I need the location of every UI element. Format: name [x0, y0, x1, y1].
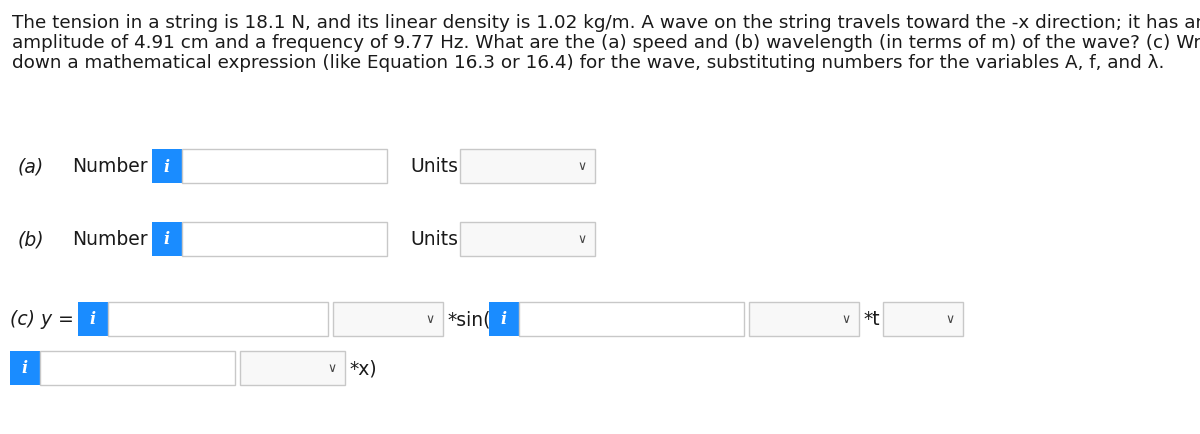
- Text: ∨: ∨: [841, 313, 851, 326]
- Text: The tension in a string is 18.1 N, and its linear density is 1.02 kg/m. A wave o: The tension in a string is 18.1 N, and i…: [12, 14, 1200, 32]
- FancyBboxPatch shape: [460, 223, 595, 256]
- FancyBboxPatch shape: [520, 302, 744, 336]
- Text: Number: Number: [72, 157, 148, 176]
- FancyBboxPatch shape: [152, 223, 182, 256]
- Text: down a mathematical expression (like Equation 16.3 or 16.4) for the wave, substi: down a mathematical expression (like Equ…: [12, 54, 1164, 72]
- FancyBboxPatch shape: [152, 150, 182, 184]
- FancyBboxPatch shape: [749, 302, 859, 336]
- Text: ∨: ∨: [577, 160, 587, 173]
- FancyBboxPatch shape: [182, 223, 386, 256]
- Text: i: i: [164, 231, 170, 248]
- Text: ∨: ∨: [328, 362, 336, 375]
- Text: i: i: [22, 360, 28, 377]
- FancyBboxPatch shape: [240, 351, 346, 385]
- Text: amplitude of 4.91 cm and a frequency of 9.77 Hz. What are the (a) speed and (b) : amplitude of 4.91 cm and a frequency of …: [12, 34, 1200, 52]
- Text: (a): (a): [18, 157, 44, 176]
- FancyBboxPatch shape: [460, 150, 595, 184]
- Text: i: i: [164, 158, 170, 175]
- FancyBboxPatch shape: [108, 302, 328, 336]
- FancyBboxPatch shape: [883, 302, 964, 336]
- Text: *t: *t: [863, 310, 880, 329]
- Text: *sin(: *sin(: [446, 310, 491, 329]
- Text: ∨: ∨: [426, 313, 434, 326]
- FancyBboxPatch shape: [490, 302, 520, 336]
- FancyBboxPatch shape: [40, 351, 235, 385]
- Text: (b): (b): [18, 230, 44, 249]
- Text: i: i: [500, 311, 508, 328]
- Text: Number: Number: [72, 230, 148, 249]
- Text: Units: Units: [410, 157, 458, 176]
- FancyBboxPatch shape: [334, 302, 443, 336]
- Text: i: i: [90, 311, 96, 328]
- Text: *x): *x): [349, 358, 377, 378]
- FancyBboxPatch shape: [10, 351, 40, 385]
- FancyBboxPatch shape: [182, 150, 386, 184]
- Text: ∨: ∨: [577, 233, 587, 246]
- Text: Units: Units: [410, 230, 458, 249]
- FancyBboxPatch shape: [78, 302, 108, 336]
- Text: ∨: ∨: [946, 313, 954, 326]
- Text: (c) y =: (c) y =: [10, 310, 74, 329]
